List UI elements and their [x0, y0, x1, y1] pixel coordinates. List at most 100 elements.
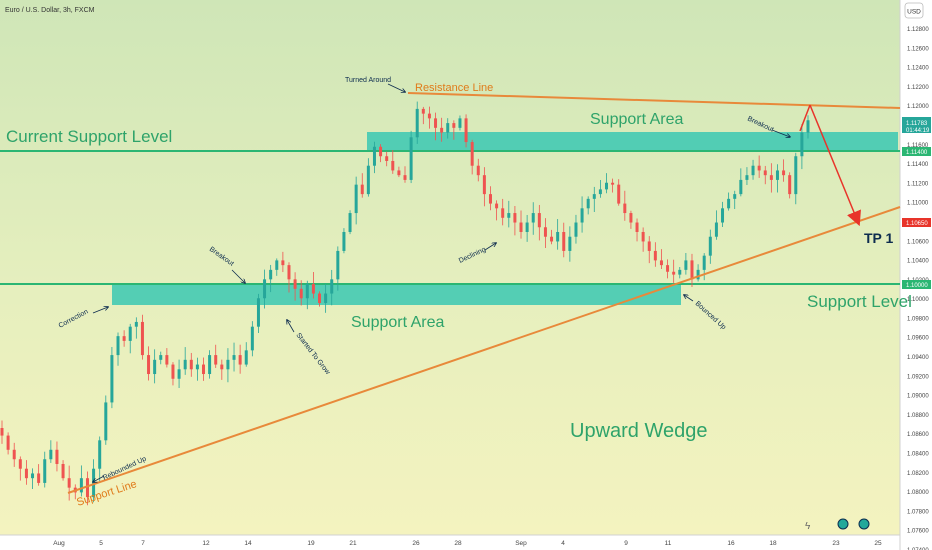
candles: [0, 101, 810, 506]
candle-body: [427, 113, 431, 119]
candle-body: [751, 165, 755, 176]
x-tick-label: 11: [665, 540, 672, 547]
x-tick-label: 23: [832, 540, 840, 547]
x-tick-label: 21: [349, 540, 357, 547]
candle-body: [434, 118, 438, 128]
price-label-last: 1.11783: [906, 121, 928, 127]
candle-body: [37, 473, 41, 483]
y-tick-label: 1.12000: [907, 104, 929, 110]
rebounded-up-arrow: [93, 475, 105, 482]
candle-body: [330, 279, 334, 294]
y-tick-label: 1.11400: [907, 162, 929, 168]
candle-body: [202, 364, 205, 375]
candle-body: [171, 364, 175, 379]
candle-body: [287, 265, 291, 280]
y-tick-label: 1.12600: [907, 46, 929, 52]
candle-body: [708, 236, 712, 256]
support-area-top-label: Support Area: [590, 111, 684, 128]
candle-body: [556, 231, 560, 242]
candle-body: [104, 402, 108, 441]
candle-body: [256, 298, 260, 327]
candle-body: [714, 222, 718, 237]
current-support-level-label: Current Support Level: [6, 127, 172, 146]
candle-body: [49, 449, 53, 460]
candle-body: [592, 194, 596, 199]
price-label-box: [902, 117, 931, 133]
price-label-target: 1.10650: [906, 221, 928, 227]
candle-body: [354, 184, 358, 214]
candle-body: [208, 355, 212, 375]
candle-body: [775, 170, 779, 180]
candle-body: [128, 326, 132, 341]
candle-body: [629, 213, 633, 223]
started-to-grow-arrow: [287, 320, 295, 333]
y-tick-label: 1.09200: [907, 374, 929, 380]
candle-body: [165, 355, 169, 365]
y-tick-label: 1.10600: [907, 239, 929, 245]
y-tick-label: 1.10400: [907, 259, 929, 265]
candle-body: [745, 175, 749, 180]
currency-button[interactable]: [904, 2, 924, 19]
candle-body: [366, 165, 370, 195]
candle-body: [739, 179, 743, 195]
x-tick-label: 16: [727, 540, 735, 547]
candle-body: [183, 359, 187, 370]
candle-body: [415, 108, 419, 138]
y-tick-label: 1.11000: [907, 201, 929, 207]
candle-body: [79, 478, 83, 493]
y-tick-label: 1.12400: [907, 66, 929, 72]
candle-body: [263, 279, 267, 299]
candle-body: [134, 321, 138, 327]
candle-body: [336, 250, 340, 280]
candle-body: [788, 175, 792, 195]
candle-body: [543, 227, 547, 237]
price-label-box: [902, 218, 931, 227]
candle-body: [470, 142, 474, 166]
candle-body: [672, 271, 676, 275]
candle-body: [519, 222, 523, 232]
price-axis-panel: [900, 0, 932, 550]
x-tick-label: 9: [624, 540, 628, 547]
candle-body: [763, 170, 767, 176]
candle-body: [85, 478, 89, 498]
x-tick-label: Aug: [53, 540, 65, 547]
x-tick-label: 25: [874, 540, 882, 547]
candle-body: [122, 336, 126, 341]
candle-body: [385, 156, 389, 161]
candle-body: [464, 118, 468, 143]
event-icon[interactable]: [858, 518, 870, 530]
candle-body: [550, 236, 554, 242]
candle-body: [61, 463, 65, 479]
x-tick-label: 26: [412, 540, 420, 547]
x-tick-label: 18: [769, 540, 777, 547]
candle-body: [0, 428, 4, 436]
candle-body: [806, 120, 810, 133]
candle-body: [666, 265, 670, 272]
turned-around-label: Turned Around: [345, 77, 391, 84]
candle-body: [189, 359, 193, 370]
candle-body: [372, 146, 376, 166]
candle-body: [721, 208, 725, 223]
candle-body: [476, 165, 480, 176]
event-icon[interactable]: [837, 518, 849, 530]
candle-body: [605, 182, 608, 190]
candle-body: [617, 184, 621, 204]
candle-body: [67, 478, 71, 488]
support-area-bottom-zone: [112, 284, 681, 305]
candle-body: [586, 198, 590, 209]
y-tick-label: 1.09800: [907, 316, 929, 322]
y-tick-label: 1.08000: [907, 490, 929, 496]
candle-body: [684, 260, 688, 270]
price-label-level: 1.10000: [906, 283, 928, 289]
candle-body: [623, 203, 627, 214]
candle-body: [342, 231, 346, 251]
candle-body: [507, 213, 511, 218]
candle-body: [598, 189, 602, 195]
candle-body: [580, 208, 584, 223]
candle-body: [397, 170, 401, 176]
candle-body: [635, 222, 639, 232]
candle-body: [232, 355, 236, 360]
breakout-right-arrow: [771, 129, 790, 137]
candle-body: [55, 449, 59, 464]
